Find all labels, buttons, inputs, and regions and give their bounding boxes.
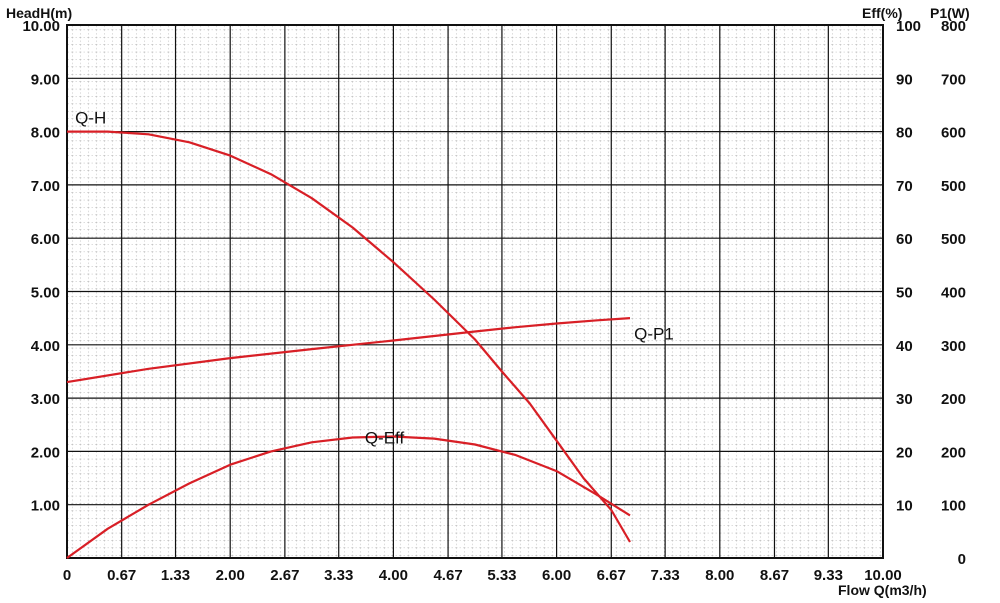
x-axis-title: Flow Q(m3/h) — [838, 582, 927, 598]
y-left-tick-label: 5.00 — [31, 285, 60, 302]
x-tick-label: 4.67 — [433, 567, 462, 584]
tick-labels: 0 0.67 1.33 2.00 2.67 3.33 4.00 4.67 5.33 6.00 6.6… — [22, 18, 966, 584]
x-tick-label: 1.33 — [161, 567, 190, 584]
x-tick-label: 2.00 — [216, 567, 245, 584]
y-left-tick-label: 1.00 — [31, 498, 60, 515]
series-q-h-label: Q-H — [75, 109, 106, 128]
y-p1-tick-label: 600 — [941, 125, 966, 142]
x-tick-label: 7.33 — [651, 567, 680, 584]
grid-lines — [67, 25, 883, 558]
y-p1-axis-title: P1(W) — [930, 5, 970, 21]
series-lines: Q-H Q-P1 Q-Eff — [66, 109, 674, 559]
y-left-axis-title: HeadH(m) — [6, 5, 72, 21]
x-tick-label: 3.33 — [324, 567, 353, 584]
y-eff-tick-label: 70 — [896, 178, 913, 195]
y-eff-tick-label: 10 — [896, 498, 913, 515]
y-left-tick-label: 7.00 — [31, 178, 60, 195]
plot-frame — [66, 24, 884, 559]
y-eff-axis-title: Eff(%) — [862, 5, 902, 21]
x-tick-label: 5.33 — [487, 567, 516, 584]
y-left-tick-label: 9.00 — [31, 71, 60, 88]
y-p1-tick-label: 400 — [941, 285, 966, 302]
x-tick-label: 10.00 — [864, 567, 902, 584]
y-eff-tick-label: 90 — [896, 71, 913, 88]
y-p1-tick-label: 700 — [941, 71, 966, 88]
x-tick-label: 8.00 — [705, 567, 734, 584]
x-tick-label: 6.67 — [597, 567, 626, 584]
y-left-tick-label: 2.00 — [31, 444, 60, 461]
y-left-tick-label: 3.00 — [31, 391, 60, 408]
y-p1-tick-label: 100 — [941, 498, 966, 515]
y-eff-tick-label: 50 — [896, 285, 913, 302]
x-tick-label: 6.00 — [542, 567, 571, 584]
x-tick-label: 0.67 — [107, 567, 136, 584]
y-p1-tick-label: 0 — [958, 551, 966, 568]
series-q-p1-label: Q-P1 — [634, 324, 674, 343]
series-q-eff-line — [66, 435, 631, 559]
x-tick-label: 4.00 — [379, 567, 408, 584]
y-p1-tick-label: 500 — [941, 231, 966, 248]
y-p1-tick-label: 200 — [941, 391, 966, 408]
y-eff-tick-label: 60 — [896, 231, 913, 248]
y-p1-tick-label: 300 — [941, 338, 966, 355]
y-left-tick-label: 4.00 — [31, 338, 60, 355]
y-eff-tick-label: 30 — [896, 391, 913, 408]
y-eff-tick-label: 40 — [896, 338, 913, 355]
series-q-h-line — [67, 130, 631, 543]
x-tick-label: 0 — [63, 567, 71, 584]
y-left-tick-label: 8.00 — [31, 125, 60, 142]
x-tick-label: 8.67 — [760, 567, 789, 584]
y-eff-tick-label: 80 — [896, 125, 913, 142]
y-p1-tick-label: 500 — [941, 178, 966, 195]
y-left-tick-label: 6.00 — [31, 231, 60, 248]
y-p1-tick-label: 800 — [941, 18, 966, 35]
y-eff-tick-label: 100 — [896, 18, 921, 35]
series-q-eff-label: Q-Eff — [365, 428, 405, 447]
y-eff-tick-label: 20 — [896, 444, 913, 461]
x-tick-label: 2.67 — [270, 567, 299, 584]
x-tick-label: 9.33 — [814, 567, 843, 584]
y-p1-tick-label: 200 — [941, 444, 966, 461]
y-left-tick-label: 10.00 — [22, 18, 60, 35]
series-q-p1-line — [66, 317, 631, 384]
